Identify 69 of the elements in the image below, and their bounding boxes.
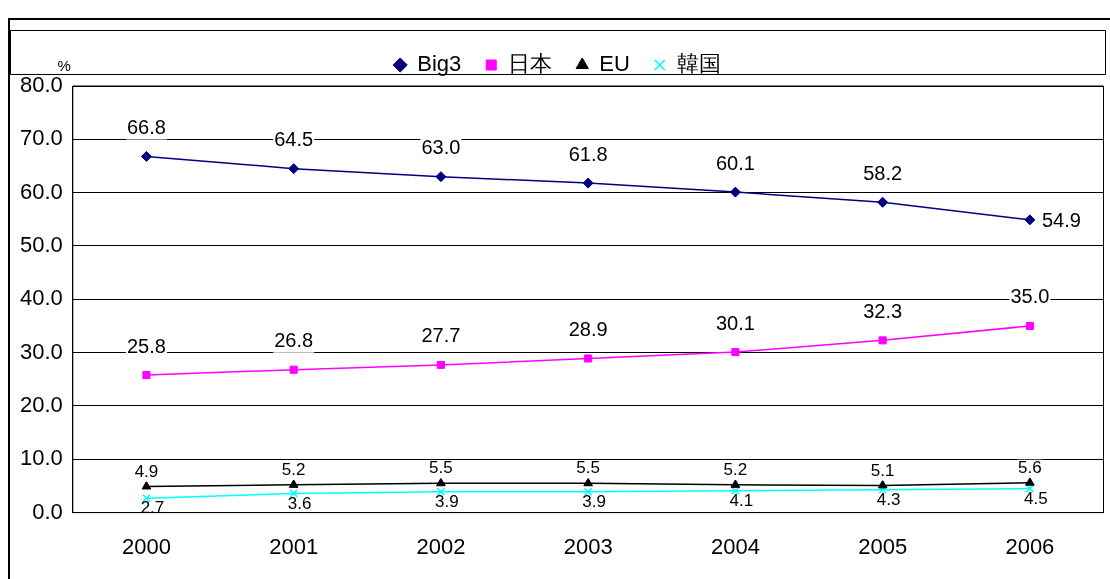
point	[877, 196, 889, 208]
point	[436, 477, 446, 487]
point	[584, 354, 593, 363]
data-label: 25.8	[126, 334, 166, 357]
point	[877, 479, 888, 489]
data-label: 3.9	[435, 491, 459, 511]
x-tick-label: 2004	[710, 533, 760, 559]
point	[1024, 214, 1036, 226]
data-label: 61.8	[568, 142, 608, 165]
legend-label: 日本	[508, 51, 553, 77]
y-tick-label: 70.0	[19, 125, 63, 151]
point	[729, 186, 741, 198]
data-label: 3.6	[287, 493, 312, 513]
x-tick-label: 2002	[416, 533, 466, 559]
legend-label: EU	[599, 51, 630, 77]
point	[730, 479, 741, 488]
point	[435, 171, 447, 183]
data-label: 3.9	[582, 491, 606, 511]
point	[288, 479, 299, 488]
point	[731, 348, 740, 357]
y-tick-label: 30.0	[19, 338, 63, 364]
legend-label: 韓国	[676, 51, 721, 77]
point	[878, 336, 887, 345]
y-axis-title: %	[57, 56, 71, 74]
data-label: 54.9	[1041, 209, 1081, 232]
x-tick-label: 2005	[858, 533, 908, 559]
point	[1025, 321, 1034, 330]
y-tick-label: 40.0	[19, 285, 63, 311]
point	[142, 370, 151, 380]
y-tick-label: 10.0	[19, 445, 63, 471]
y-tick-label: 80.0	[19, 72, 63, 98]
data-label: 5.6	[1018, 457, 1042, 477]
y-tick-label: 20.0	[19, 392, 63, 418]
y-tick-label: 50.0	[19, 232, 63, 258]
data-label: 4.9	[134, 461, 159, 481]
data-label: 4.5	[1024, 488, 1048, 508]
point	[140, 150, 152, 162]
data-label: 66.8	[126, 115, 166, 138]
x-tick-label: 2006	[1005, 533, 1055, 559]
data-label: 5.2	[281, 460, 306, 480]
point	[289, 365, 298, 374]
data-label: 35.0	[1010, 285, 1050, 308]
data-label: 5.5	[429, 458, 453, 478]
data-label: 5.5	[576, 458, 600, 478]
point	[436, 360, 445, 369]
x-tick-label: 2003	[563, 533, 613, 559]
data-label: 63.0	[421, 136, 461, 159]
data-label: 5.2	[723, 460, 748, 480]
point	[141, 480, 152, 490]
y-tick-label: 0.0	[32, 498, 63, 524]
legend-label: Big3	[417, 51, 462, 77]
point	[288, 163, 300, 175]
data-label: 4.3	[876, 489, 901, 509]
x-tick-label: 2000	[121, 533, 171, 559]
point	[1025, 477, 1035, 486]
data-label: 4.1	[729, 490, 754, 510]
x-tick-label: 2001	[269, 533, 319, 559]
data-label: 26.8	[274, 329, 314, 352]
data-label: 28.9	[568, 318, 608, 341]
data-label: 5.1	[870, 460, 895, 480]
data-label: 60.1	[715, 151, 755, 174]
point	[583, 477, 593, 487]
data-label: 32.3	[863, 299, 903, 322]
data-label: 64.5	[274, 128, 314, 151]
y-tick-label: 60.0	[19, 178, 63, 204]
data-label: 27.7	[421, 324, 461, 347]
data-label: 30.1	[715, 311, 755, 334]
point	[582, 177, 594, 189]
data-label: 58.2	[863, 161, 903, 184]
